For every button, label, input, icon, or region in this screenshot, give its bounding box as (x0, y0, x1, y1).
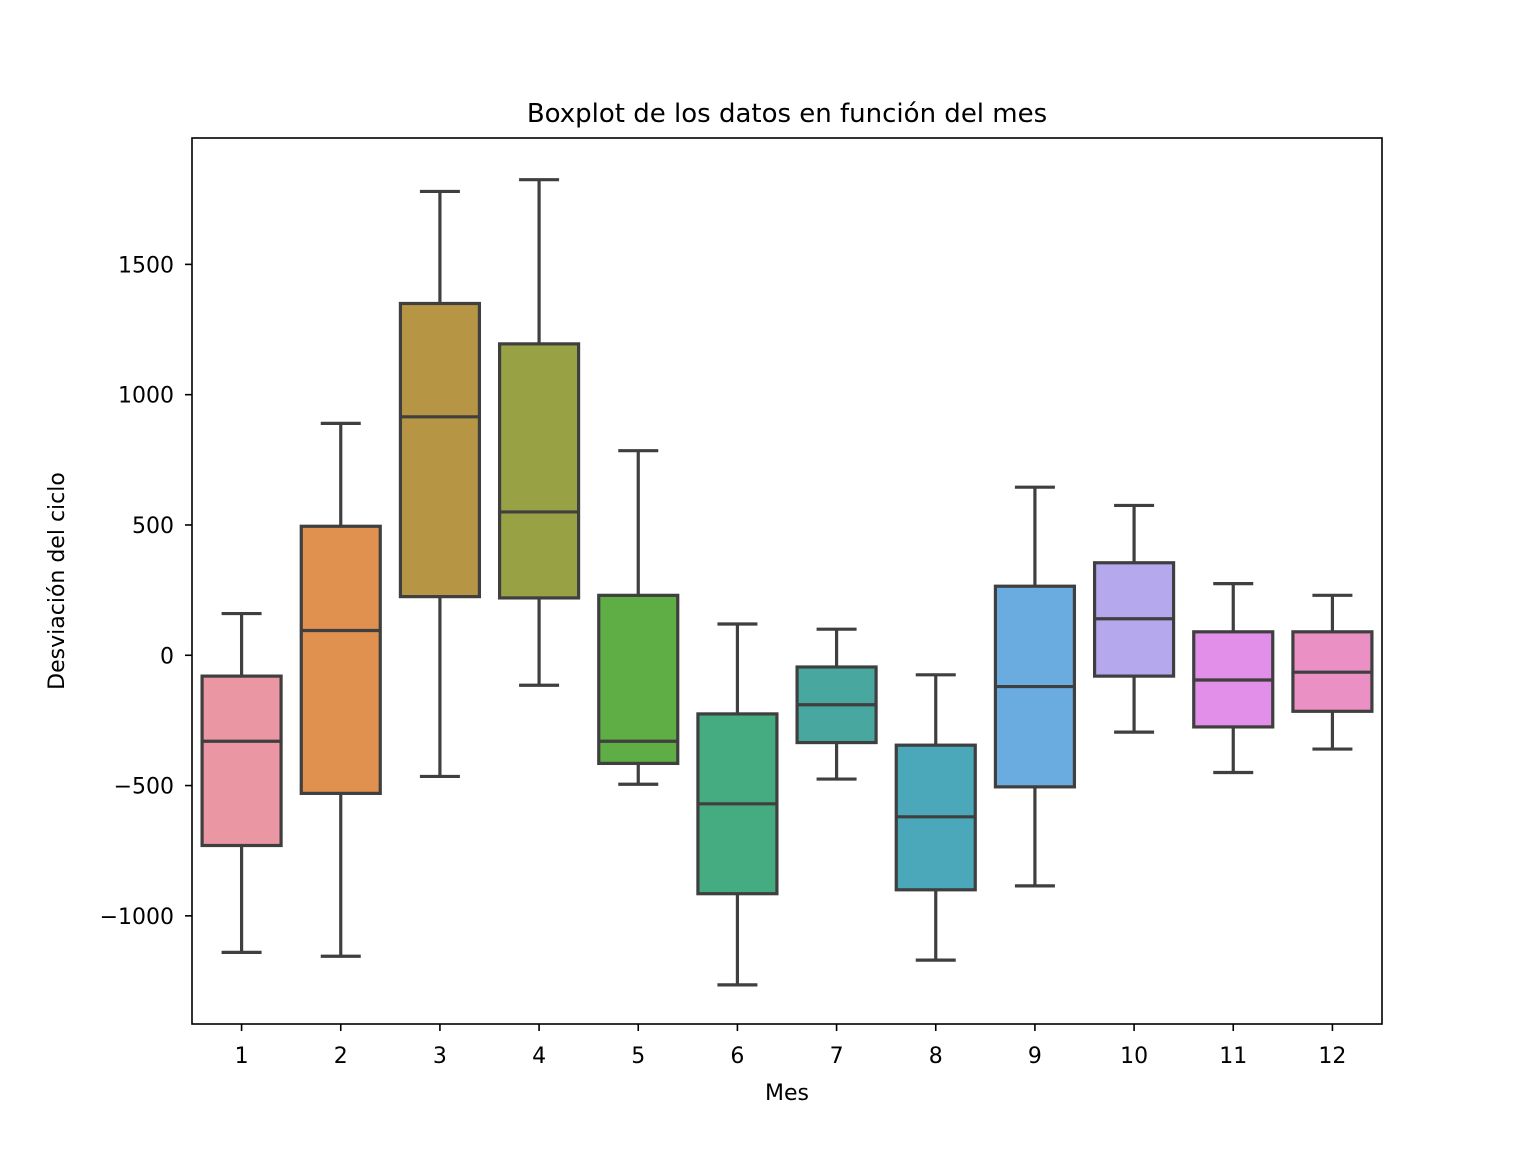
box-group-6 (696, 622, 779, 987)
x-tick-label-8: 8 (929, 1044, 943, 1069)
chart-title: Boxplot de los datos en función del mes (527, 99, 1047, 129)
y-axis-label: Desviación del ciclo (45, 472, 70, 690)
y-tick-label-0: 0 (160, 644, 174, 669)
x-tick-label-1: 1 (235, 1044, 249, 1069)
x-tick-label-3: 3 (433, 1044, 447, 1069)
x-tick-label-6: 6 (730, 1044, 744, 1069)
box-3 (398, 301, 482, 599)
x-tick-label-9: 9 (1028, 1044, 1042, 1069)
x-tick-label-12: 12 (1318, 1044, 1346, 1069)
box-group-7 (795, 627, 878, 781)
x-axis: 1 2 3 4 5 6 7 8 9 10 11 12 (235, 1024, 1346, 1069)
box-group-3 (398, 189, 482, 779)
x-tick-label-7: 7 (830, 1044, 844, 1069)
y-tick-label--1000: −1000 (100, 905, 174, 930)
x-tick-label-2: 2 (334, 1044, 348, 1069)
boxes-layer (200, 178, 1374, 987)
box-5 (597, 593, 680, 766)
x-tick-label-4: 4 (532, 1044, 546, 1069)
box-group-5 (597, 449, 680, 786)
y-tick-label--500: −500 (114, 775, 174, 800)
box-group-9 (993, 485, 1077, 888)
box-group-4 (497, 178, 581, 687)
box-group-1 (200, 611, 283, 954)
x-axis-label: Mes (765, 1081, 809, 1106)
box-1 (200, 674, 283, 848)
box-group-8 (894, 673, 977, 962)
box-4 (497, 342, 581, 600)
box-group-2 (299, 421, 382, 958)
x-tick-label-5: 5 (631, 1044, 645, 1069)
x-tick-label-11: 11 (1219, 1044, 1247, 1069)
y-tick-label-1000: 1000 (118, 384, 174, 409)
box-group-11 (1192, 582, 1275, 775)
plot-frame (191, 137, 1383, 1025)
y-tick-label-1500: 1500 (118, 253, 174, 278)
box-2 (299, 524, 382, 795)
box-group-12 (1291, 593, 1374, 751)
y-axis: −1000 −500 0 500 1000 1500 (100, 253, 192, 930)
x-tick-label-10: 10 (1120, 1044, 1148, 1069)
box-group-10 (1092, 503, 1176, 734)
y-tick-label-500: 500 (132, 514, 174, 539)
